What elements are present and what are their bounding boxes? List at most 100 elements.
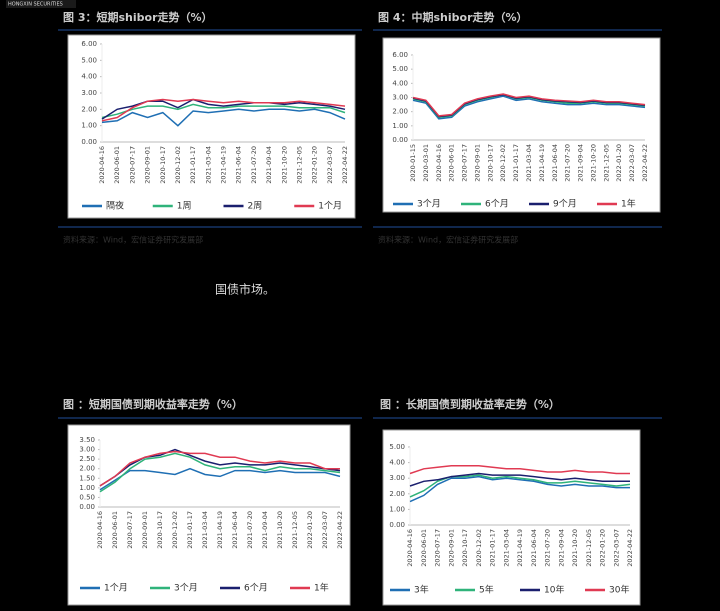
x-tick-label: 2022-01-20 — [306, 511, 314, 549]
x-tick-label: 2021-01-17 — [489, 529, 497, 567]
y-tick-label: 0.50 — [79, 493, 95, 501]
series-line — [409, 464, 630, 475]
y-tick-label: 2.00 — [389, 490, 405, 498]
legend-label: 1个月 — [104, 583, 128, 594]
x-tick-label: 2022-04-22 — [341, 146, 349, 184]
x-tick-label: 2020-07-17 — [128, 146, 136, 184]
series-line — [409, 475, 630, 503]
legend-label: 6个月 — [485, 199, 509, 210]
x-tick-label: 2021-12-05 — [585, 529, 593, 567]
legend-label: 3个月 — [417, 199, 441, 210]
legend-label: 2周 — [248, 201, 263, 212]
legend-label: 3个月 — [174, 583, 198, 594]
x-tick-label: 2021-09-04 — [557, 529, 565, 567]
x-tick-label: 2022-03-07 — [326, 146, 334, 184]
chart-panel — [67, 34, 356, 219]
x-tick-label: 2021-10-20 — [571, 529, 579, 567]
y-tick-label: 3.00 — [392, 94, 408, 102]
x-tick-label: 2020-10-17 — [159, 146, 167, 184]
y-tick-label: 0.00 — [392, 136, 408, 144]
x-tick-label: 2021-03-04 — [525, 144, 533, 182]
y-tick-label: 4.00 — [81, 73, 97, 81]
x-tick-label: 2021-07-20 — [564, 144, 572, 182]
x-tick-label: 2021-04-19 — [216, 511, 224, 549]
y-tick-label: 0.00 — [81, 138, 97, 146]
y-tick-label: 1.00 — [392, 122, 408, 130]
x-tick-label: 2021-06-04 — [231, 511, 239, 549]
x-tick-label: 2021-06-04 — [235, 146, 243, 184]
legend-label: 1年 — [314, 582, 329, 594]
x-tick-label: 2022-03-07 — [612, 529, 620, 567]
x-tick-label: 2020-12-02 — [499, 144, 507, 182]
x-tick-label: 2022-01-20 — [599, 529, 607, 567]
series-line — [99, 452, 341, 493]
logo-box — [6, 0, 76, 8]
x-tick-label: 2020-06-01 — [113, 146, 121, 184]
y-tick-label: 4.00 — [392, 79, 408, 87]
x-tick-label: 2020-04-16 — [406, 529, 414, 567]
x-tick-label: 2021-12-05 — [602, 144, 610, 182]
y-tick-label: 5.00 — [81, 56, 97, 64]
x-tick-label: 2020-04-16 — [435, 144, 443, 182]
x-tick-label: 2021-07-20 — [250, 146, 258, 184]
x-tick-label: 2021-07-20 — [246, 511, 254, 549]
x-tick-label: 2020-09-01 — [141, 511, 149, 549]
x-tick-label: 2020-09-01 — [144, 146, 152, 184]
legend-label: 1周 — [177, 201, 192, 212]
x-tick-label: 2020-06-01 — [111, 511, 119, 549]
x-tick-label: 2021-03-04 — [204, 146, 212, 184]
legend-label: 1年 — [621, 198, 636, 210]
legend-label: 30年 — [609, 584, 629, 596]
x-tick-label: 2021-09-04 — [261, 511, 269, 549]
x-tick-label: 2020-09-01 — [473, 144, 481, 182]
y-tick-label: 6.00 — [392, 51, 408, 59]
series-line — [101, 108, 346, 127]
y-tick-label: 1.50 — [79, 474, 95, 482]
series-line — [412, 93, 646, 117]
y-tick-label: 1.00 — [79, 484, 95, 492]
x-tick-label: 2021-10-20 — [280, 146, 288, 184]
x-tick-label: 2020-10-17 — [156, 511, 164, 549]
x-tick-label: 2020-10-17 — [461, 529, 469, 567]
legend-label: 1个月 — [318, 201, 342, 212]
chart-source: 资料来源：Wind，宏信证券研究发展部 — [378, 235, 518, 245]
legend-label: 3年 — [414, 584, 429, 596]
x-tick-label: 2021-12-05 — [291, 511, 299, 549]
x-tick-label: 2021-04-19 — [516, 529, 524, 567]
series-line — [99, 450, 340, 487]
x-tick-label: 2021-07-20 — [544, 529, 552, 567]
y-tick-label: 3.00 — [389, 474, 405, 482]
chart-title: 图 ：长期国债到期收益率走势（%） — [380, 397, 560, 411]
series-line — [101, 98, 346, 122]
chart-title: 图 4：中期shibor走势（%） — [378, 10, 528, 24]
x-tick-label: 2020-04-16 — [98, 146, 106, 184]
y-tick-label: 5.00 — [392, 65, 408, 73]
y-tick-label: 4.00 — [389, 459, 405, 467]
x-tick-label: 2021-01-17 — [189, 146, 197, 184]
series-line — [99, 467, 341, 491]
x-tick-label: 2021-01-17 — [186, 511, 194, 549]
chart-panel — [382, 429, 641, 606]
y-tick-label: 1.00 — [81, 122, 97, 130]
x-tick-label: 2021-03-04 — [502, 529, 510, 567]
y-tick-label: 0.00 — [389, 521, 405, 529]
x-tick-label: 2020-01-15 — [409, 144, 417, 182]
x-tick-label: 2021-09-04 — [577, 144, 585, 182]
x-tick-label: 2021-06-04 — [551, 144, 559, 182]
y-tick-label: 2.00 — [79, 465, 95, 473]
legend-label: 9个月 — [553, 199, 577, 210]
x-tick-label: 2021-09-04 — [265, 146, 273, 184]
x-tick-label: 2021-10-20 — [276, 511, 284, 549]
chart-source: 资料来源：Wind，宏信证券研究发展部 — [63, 235, 203, 245]
y-tick-label: 6.00 — [81, 40, 97, 48]
legend-label: 5年 — [479, 584, 494, 596]
chart-panel — [382, 37, 661, 213]
x-tick-label: 2022-01-20 — [311, 146, 319, 184]
x-tick-label: 2020-12-02 — [174, 146, 182, 184]
y-tick-label: 5.00 — [389, 443, 405, 451]
legend-label: 6个月 — [244, 583, 268, 594]
x-tick-label: 2022-03-07 — [628, 144, 636, 182]
y-tick-label: 1.00 — [389, 505, 405, 513]
x-tick-label: 2020-09-01 — [447, 529, 455, 567]
